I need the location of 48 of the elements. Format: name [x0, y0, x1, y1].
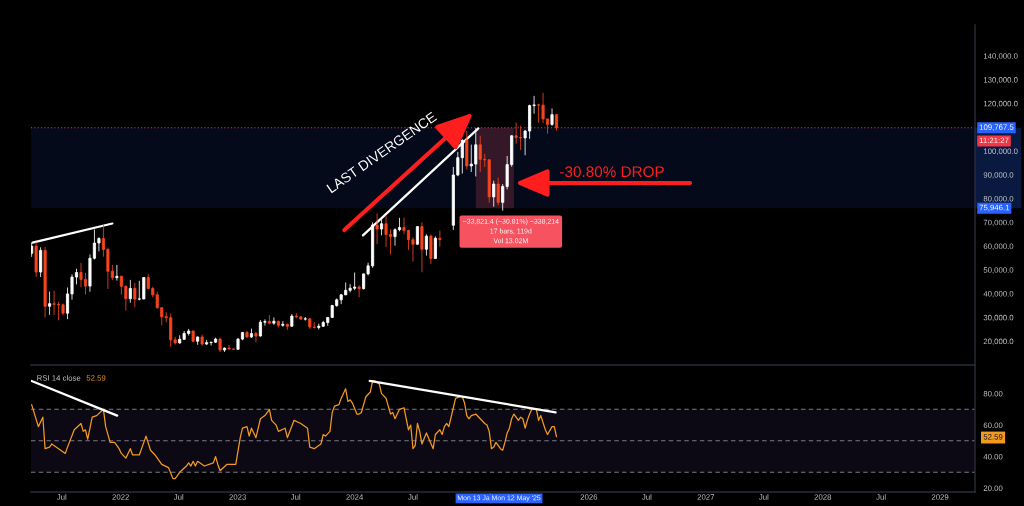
- candlestick: [375, 212, 379, 245]
- candlestick: [317, 323, 321, 330]
- candlestick: [133, 282, 137, 308]
- candlestick: [245, 330, 249, 339]
- candlestick: [281, 320, 285, 328]
- candlestick: [492, 180, 496, 208]
- candlestick: [299, 316, 303, 321]
- candlestick: [267, 314, 271, 325]
- candlestick: [39, 246, 43, 278]
- candlestick: [223, 346, 227, 353]
- line-series: [31, 380, 558, 480]
- candlestick: [128, 279, 132, 304]
- candlestick: [321, 320, 325, 328]
- candlestick: [460, 138, 464, 175]
- annotation: -30.80% DROP: [560, 166, 664, 178]
- candlestick: [272, 317, 276, 326]
- candlestick: [61, 303, 65, 316]
- candlestick: [227, 344, 231, 350]
- candlestick: [420, 221, 424, 273]
- candlestick: [200, 334, 204, 347]
- candlestick: [196, 336, 200, 346]
- candlestick: [115, 264, 119, 282]
- candlestick: [308, 317, 312, 330]
- candlestick: [465, 130, 469, 170]
- candlestick: [142, 276, 146, 300]
- candlestick: [550, 108, 554, 127]
- candlestick: [178, 334, 182, 345]
- candlestick: [218, 337, 222, 353]
- candlestick: [496, 177, 500, 206]
- candlestick: [487, 158, 491, 204]
- candlestick: [424, 233, 428, 257]
- candlestick: [191, 330, 195, 343]
- candlestick: [290, 313, 294, 327]
- candlestick: [429, 234, 433, 265]
- candlestick: [34, 241, 38, 278]
- candlestick: [312, 321, 316, 330]
- candlestick: [438, 230, 442, 248]
- candlestick: [357, 284, 361, 298]
- candlestick: [249, 328, 253, 339]
- candlestick: [276, 320, 280, 328]
- candlestick: [285, 323, 289, 331]
- candlestick: [554, 113, 559, 131]
- candlestick: [205, 339, 209, 346]
- candlestick: [43, 246, 47, 318]
- candlestick: [182, 330, 186, 340]
- candlestick: [52, 290, 56, 316]
- candlestick: [254, 331, 258, 343]
- candlestick: [48, 291, 52, 316]
